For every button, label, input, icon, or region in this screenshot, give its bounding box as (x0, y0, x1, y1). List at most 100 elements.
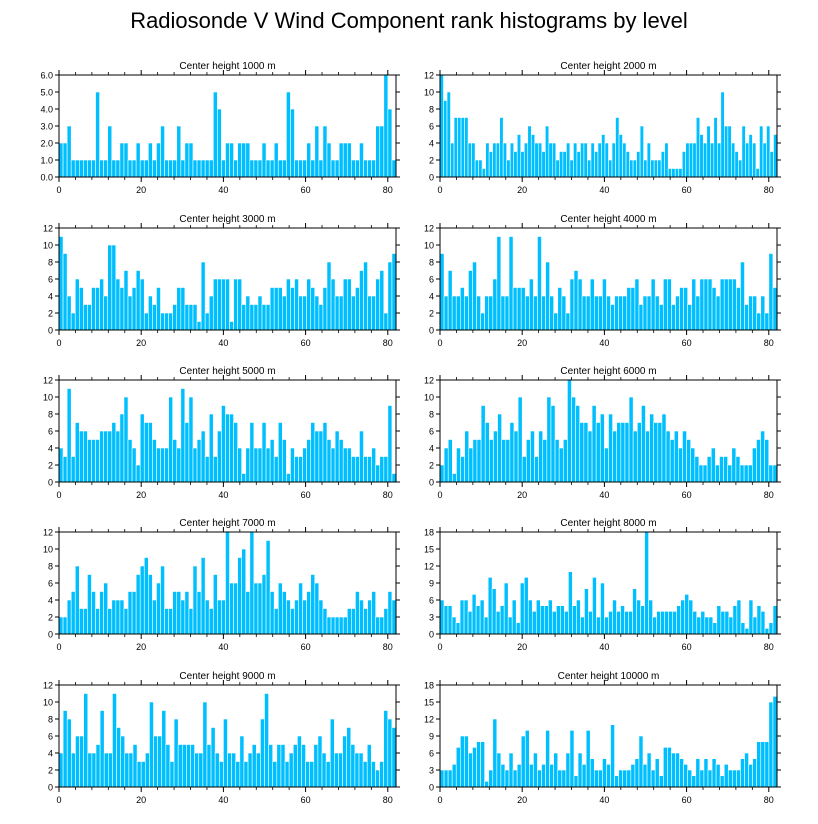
histogram-bar (136, 761, 142, 788)
histogram-bar (143, 312, 149, 331)
histogram-bar (760, 611, 766, 635)
histogram-bar (649, 413, 655, 483)
histogram-bar (704, 616, 710, 635)
histogram-bar (683, 764, 688, 788)
histogram-bar (371, 159, 377, 178)
y-tick-label: 0 (429, 326, 434, 336)
histogram-bar (245, 142, 251, 178)
histogram-bar (604, 616, 609, 635)
histogram-bar (272, 761, 278, 788)
histogram-bar (559, 151, 564, 178)
histogram-bar (769, 151, 774, 178)
histogram-bar (456, 447, 461, 483)
histogram-bar (764, 628, 770, 635)
histogram-bar (83, 693, 89, 788)
histogram-bar (756, 312, 762, 331)
histogram-bar (334, 752, 339, 788)
histogram-bar (520, 735, 526, 788)
histogram-bar (62, 710, 68, 788)
histogram-bar (561, 769, 567, 788)
histogram-bar (302, 295, 307, 331)
histogram-bar (652, 616, 657, 635)
y-tick-label: 6 (48, 275, 53, 285)
histogram-bar (322, 422, 328, 483)
histogram-bar (669, 439, 675, 483)
y-tick-label: 12 (424, 562, 434, 572)
histogram-bar (585, 295, 591, 331)
histogram-bar (200, 261, 206, 331)
histogram-bar (127, 295, 133, 331)
histogram-bar (375, 769, 380, 788)
histogram-bar (577, 752, 583, 788)
histogram-bar (553, 752, 559, 788)
histogram-bar (210, 727, 216, 788)
y-tick-label: 2 (48, 461, 53, 471)
histogram-bar (148, 295, 153, 331)
histogram-bar (265, 540, 271, 635)
histogram-bar (91, 752, 97, 788)
histogram-bar (472, 261, 477, 331)
histogram-bar (671, 168, 676, 178)
histogram-bar (654, 758, 660, 788)
y-tick-label: 4 (429, 139, 434, 149)
histogram-bar (127, 439, 133, 483)
histogram-bar (317, 735, 323, 788)
histogram-bar (298, 295, 303, 331)
histogram-bar (686, 439, 692, 483)
histogram-bar (492, 718, 498, 788)
x-tick-label: 80 (764, 795, 774, 805)
histogram-bar (674, 168, 680, 178)
histogram-bar (70, 456, 76, 483)
x-tick-label: 60 (682, 795, 692, 805)
histogram-bar (643, 159, 648, 178)
histogram-bar (157, 735, 163, 788)
y-tick-label: 10 (43, 393, 53, 403)
histogram-bar (371, 591, 377, 635)
histogram-bar (330, 447, 336, 483)
histogram-bar (480, 312, 485, 331)
histogram-bar (218, 761, 224, 788)
histogram-bar (198, 752, 204, 788)
panel-title: Center height 3000 m (179, 214, 275, 225)
histogram-bar (524, 295, 530, 331)
y-tick-label: 3 (429, 613, 434, 623)
histogram-bar (702, 142, 708, 178)
histogram-bar (708, 616, 714, 635)
histogram-bar (598, 769, 603, 788)
histogram-bar (565, 312, 571, 331)
histogram-bar (95, 439, 100, 483)
x-tick-label: 60 (301, 490, 311, 500)
y-tick-label: 6 (429, 427, 434, 437)
histogram-bar (188, 608, 194, 635)
histogram-bar (573, 775, 579, 788)
histogram-bar (537, 236, 542, 331)
histogram-bar (346, 727, 352, 788)
histogram-bar (611, 142, 616, 178)
histogram-bar (318, 159, 324, 178)
histogram-bar (241, 473, 247, 483)
histogram-bar (622, 142, 627, 178)
histogram-bar (123, 142, 129, 178)
y-tick-label: 12 (424, 71, 434, 81)
histogram-bar (664, 142, 669, 178)
histogram-bar (241, 142, 247, 178)
histogram-bar (391, 727, 397, 788)
histogram-bar (590, 142, 595, 178)
histogram-bar (334, 430, 340, 483)
x-tick-label: 60 (682, 490, 692, 500)
histogram-bar (756, 439, 761, 483)
histogram-bar (523, 577, 529, 635)
x-tick-label: 60 (301, 185, 311, 195)
histogram-bar (354, 752, 360, 788)
y-tick-label: 8 (48, 715, 53, 725)
histogram-bar (140, 761, 146, 788)
histogram-bar (622, 769, 628, 788)
histogram-bar (367, 295, 372, 331)
histogram-bar (545, 125, 550, 178)
y-tick-label: 4.0 (40, 105, 53, 115)
histogram-bar (239, 735, 245, 788)
histogram-bar (572, 605, 577, 635)
x-tick-label: 80 (383, 490, 393, 500)
histogram-bar (716, 605, 722, 635)
histogram-bar (168, 312, 173, 331)
